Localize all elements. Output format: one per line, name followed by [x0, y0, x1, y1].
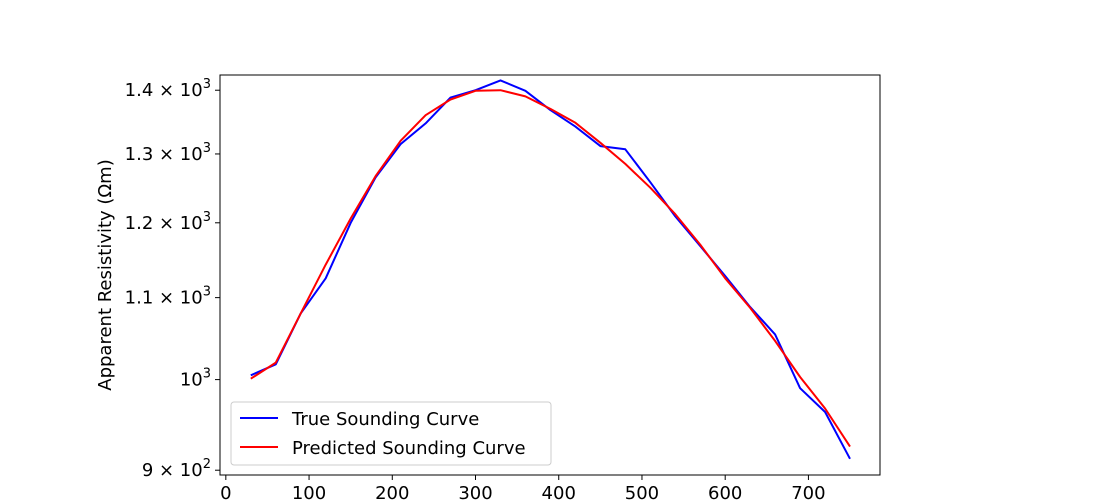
x-tick-label: 600 — [708, 483, 742, 500]
x-tick-label: 100 — [292, 483, 326, 500]
x-tick-label: 200 — [375, 483, 409, 500]
x-tick-label: 300 — [458, 483, 492, 500]
legend-label-predicted: Predicted Sounding Curve — [292, 438, 526, 459]
legend: True Sounding Curve Predicted Sounding C… — [230, 401, 552, 466]
y-tick-label: 1.1 × 103 — [125, 285, 211, 309]
y-axis: 9 × 102 103 1.1 × 103 1.2 × 103 1.3 × 103 1.4… — [125, 77, 220, 481]
x-tick-label: 500 — [625, 483, 659, 500]
plot-frame — [219, 74, 881, 476]
y-tick-label: 1.4 × 103 — [125, 77, 211, 101]
y-tick-label: 9 × 102 — [142, 457, 211, 481]
y-tick-label: 1.2 × 103 — [125, 210, 211, 234]
x-tick-label: 400 — [542, 483, 576, 500]
plot-area-series — [250, 79, 851, 460]
y-axis-label: Apparent Resistivity (Ωm) — [95, 159, 116, 390]
predicted-sounding-curve-line — [250, 89, 851, 448]
legend-label-true: True Sounding Curve — [291, 409, 479, 430]
y-tick-label: 103 — [180, 367, 211, 391]
legend-box — [230, 401, 552, 466]
y-tick-label: 1.3 × 103 — [125, 141, 211, 165]
x-tick-label: 700 — [791, 483, 825, 500]
x-axis: 0 100 200 300 400 500 600 700 — [220, 475, 826, 500]
x-tick-label: 0 — [220, 483, 231, 500]
